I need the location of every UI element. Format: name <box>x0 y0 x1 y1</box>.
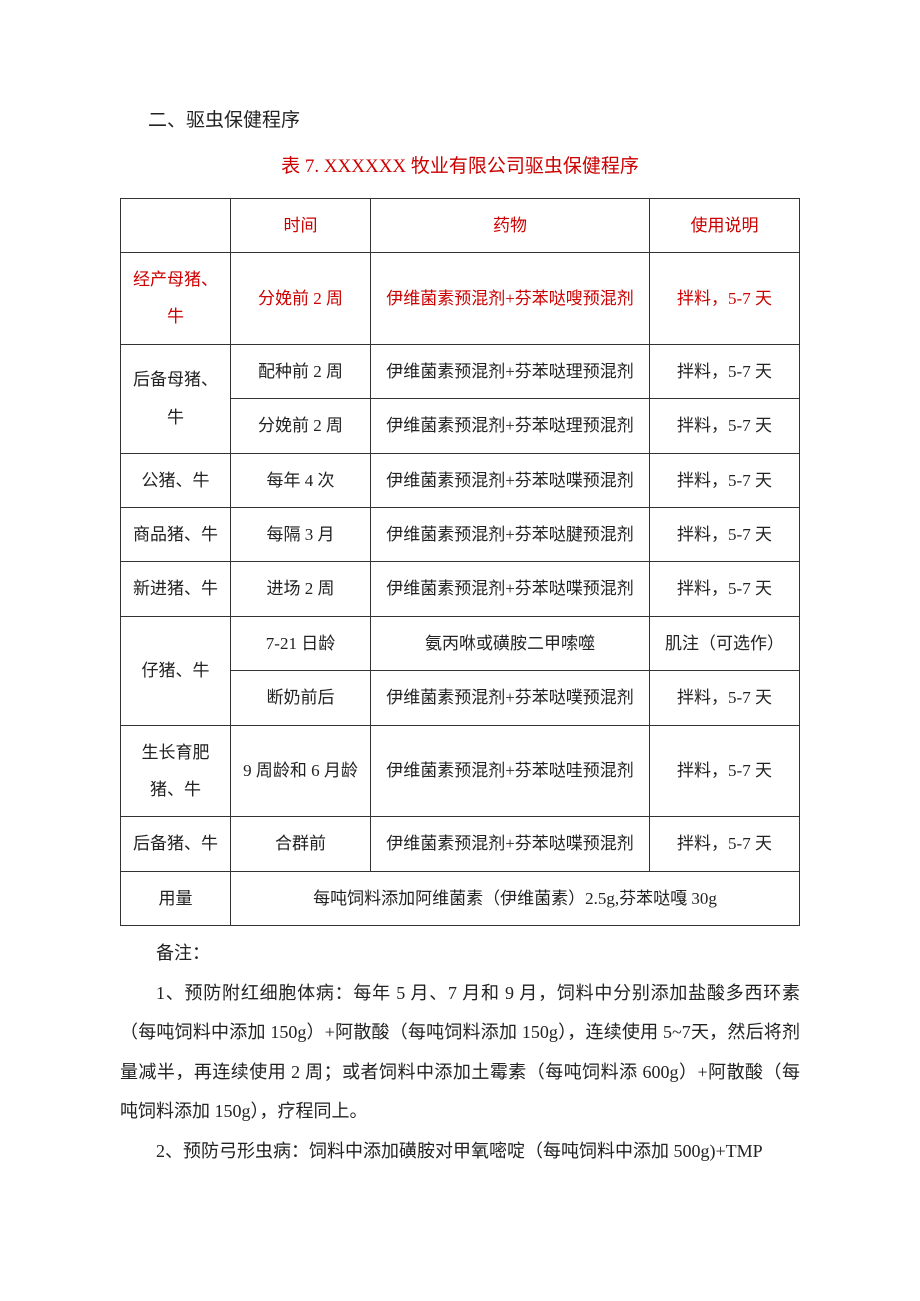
notes-p1: 1、预防附红细胞体病：每年 5 月、7 月和 9 月，饲料中分别添加盐酸多西环素… <box>120 974 800 1132</box>
header-time: 时间 <box>231 198 371 252</box>
cell-drug: 伊维菌素预混剂+芬苯哒噗预混剂 <box>371 671 650 725</box>
cell-usage: 拌料，5-7 天 <box>650 725 800 817</box>
cell-time: 进场 2 周 <box>231 562 371 616</box>
cell-time: 分娩前 2 周 <box>231 252 371 344</box>
cell-usage: 拌料，5-7 天 <box>650 252 800 344</box>
cell-category: 后备母猪、牛 <box>121 344 231 453</box>
cell-category: 后备猪、牛 <box>121 817 231 871</box>
table-row: 商品猪、牛 每隔 3 月 伊维菌素预混剂+芬苯哒腱预混剂 拌料，5-7 天 <box>121 507 800 561</box>
table-row: 后备母猪、牛 配种前 2 周 伊维菌素预混剂+芬苯哒理预混剂 拌料，5-7 天 <box>121 344 800 398</box>
cell-usage: 拌料，5-7 天 <box>650 399 800 453</box>
cell-category: 生长育肥猪、牛 <box>121 725 231 817</box>
cell-time: 合群前 <box>231 817 371 871</box>
header-usage: 使用说明 <box>650 198 800 252</box>
header-blank <box>121 198 231 252</box>
cell-usage: 拌料，5-7 天 <box>650 671 800 725</box>
table-row: 用量 每吨饲料添加阿维菌素（伊维菌素）2.5g,芬苯哒嘎 30g <box>121 871 800 925</box>
cell-time: 每年 4 次 <box>231 453 371 507</box>
cell-usage: 拌料，5-7 天 <box>650 453 800 507</box>
cell-drug: 伊维菌素预混剂+芬苯哒喋预混剂 <box>371 562 650 616</box>
table-caption: 表 7. XXXXXX 牧业有限公司驱虫保健程序 <box>120 146 800 188</box>
cell-category: 新进猪、牛 <box>121 562 231 616</box>
cell-drug: 氨丙咻或磺胺二甲嗦噬 <box>371 616 650 670</box>
table-row: 新进猪、牛 进场 2 周 伊维菌素预混剂+芬苯哒喋预混剂 拌料，5-7 天 <box>121 562 800 616</box>
cell-category: 经产母猪、牛 <box>121 252 231 344</box>
cell-category: 商品猪、牛 <box>121 507 231 561</box>
table-row: 后备猪、牛 合群前 伊维菌素预混剂+芬苯哒喋预混剂 拌料，5-7 天 <box>121 817 800 871</box>
table-row: 仔猪、牛 7-21 日龄 氨丙咻或磺胺二甲嗦噬 肌注（可选作） <box>121 616 800 670</box>
notes-block: 备注： 1、预防附红细胞体病：每年 5 月、7 月和 9 月，饲料中分别添加盐酸… <box>120 934 800 1172</box>
cell-usage: 肌注（可选作） <box>650 616 800 670</box>
cell-usage: 拌料，5-7 天 <box>650 562 800 616</box>
cell-usage: 拌料，5-7 天 <box>650 507 800 561</box>
cell-time: 每隔 3 月 <box>231 507 371 561</box>
notes-p2: 2、预防弓形虫病：饲料中添加磺胺对甲氧嘧啶（每吨饲料中添加 500g)+TMP <box>120 1132 800 1172</box>
cell-drug: 伊维菌素预混剂+芬苯哒喋预混剂 <box>371 817 650 871</box>
cell-usage: 拌料，5-7 天 <box>650 817 800 871</box>
cell-drug: 伊维菌素预混剂+芬苯哒理预混剂 <box>371 344 650 398</box>
cell-time: 9 周龄和 6 月龄 <box>231 725 371 817</box>
table-row: 公猪、牛 每年 4 次 伊维菌素预混剂+芬苯哒喋预混剂 拌料，5-7 天 <box>121 453 800 507</box>
cell-time: 7-21 日龄 <box>231 616 371 670</box>
cell-drug: 伊维菌素预混剂+芬苯哒喋预混剂 <box>371 453 650 507</box>
notes-label: 备注： <box>120 934 800 974</box>
cell-drug: 伊维菌素预混剂+芬苯哒腱预混剂 <box>371 507 650 561</box>
header-drug: 药物 <box>371 198 650 252</box>
cell-drug: 伊维菌素预混剂+芬苯哒理预混剂 <box>371 399 650 453</box>
table-row: 经产母猪、牛 分娩前 2 周 伊维菌素预混剂+芬苯哒嗖预混剂 拌料，5-7 天 <box>121 252 800 344</box>
cell-drug: 伊维菌素预混剂+芬苯哒哇预混剂 <box>371 725 650 817</box>
table-row: 生长育肥猪、牛 9 周龄和 6 月龄 伊维菌素预混剂+芬苯哒哇预混剂 拌料，5-… <box>121 725 800 817</box>
cell-time: 分娩前 2 周 <box>231 399 371 453</box>
deworming-table: 时间 药物 使用说明 经产母猪、牛 分娩前 2 周 伊维菌素预混剂+芬苯哒嗖预混… <box>120 198 800 926</box>
cell-category: 仔猪、牛 <box>121 616 231 725</box>
cell-usage: 拌料，5-7 天 <box>650 344 800 398</box>
cell-time: 配种前 2 周 <box>231 344 371 398</box>
section-title: 二、驱虫保健程序 <box>148 100 800 142</box>
cell-note: 每吨饲料添加阿维菌素（伊维菌素）2.5g,芬苯哒嘎 30g <box>231 871 800 925</box>
cell-time: 断奶前后 <box>231 671 371 725</box>
cell-drug: 伊维菌素预混剂+芬苯哒嗖预混剂 <box>371 252 650 344</box>
table-header-row: 时间 药物 使用说明 <box>121 198 800 252</box>
cell-category: 公猪、牛 <box>121 453 231 507</box>
cell-category: 用量 <box>121 871 231 925</box>
